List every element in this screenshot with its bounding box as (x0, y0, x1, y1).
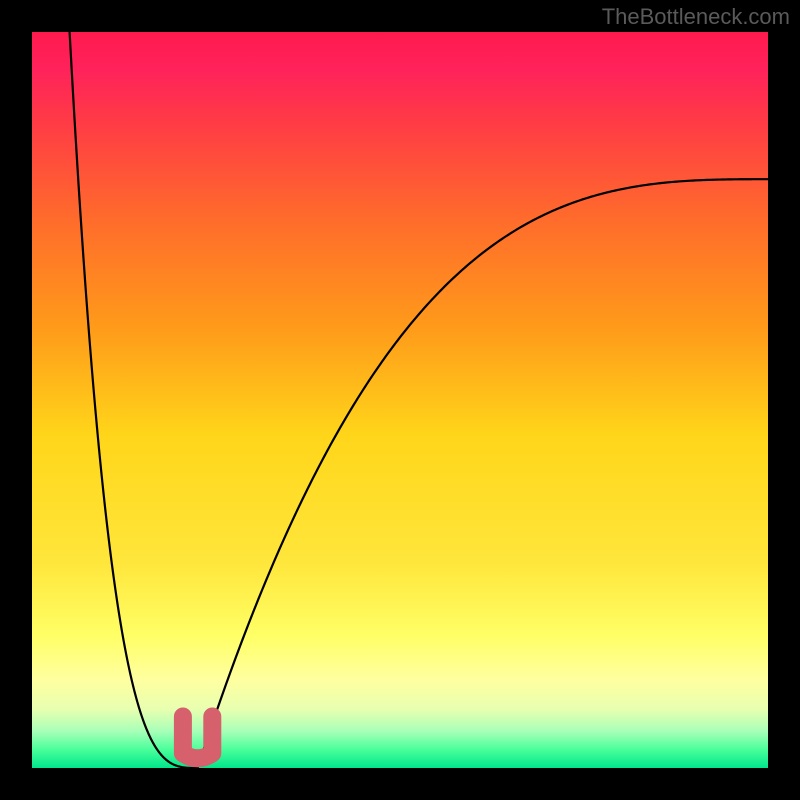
gradient-chart (32, 32, 768, 768)
plot-area (32, 32, 768, 768)
gradient-background (32, 32, 768, 768)
watermark-text: TheBottleneck.com (602, 4, 790, 30)
